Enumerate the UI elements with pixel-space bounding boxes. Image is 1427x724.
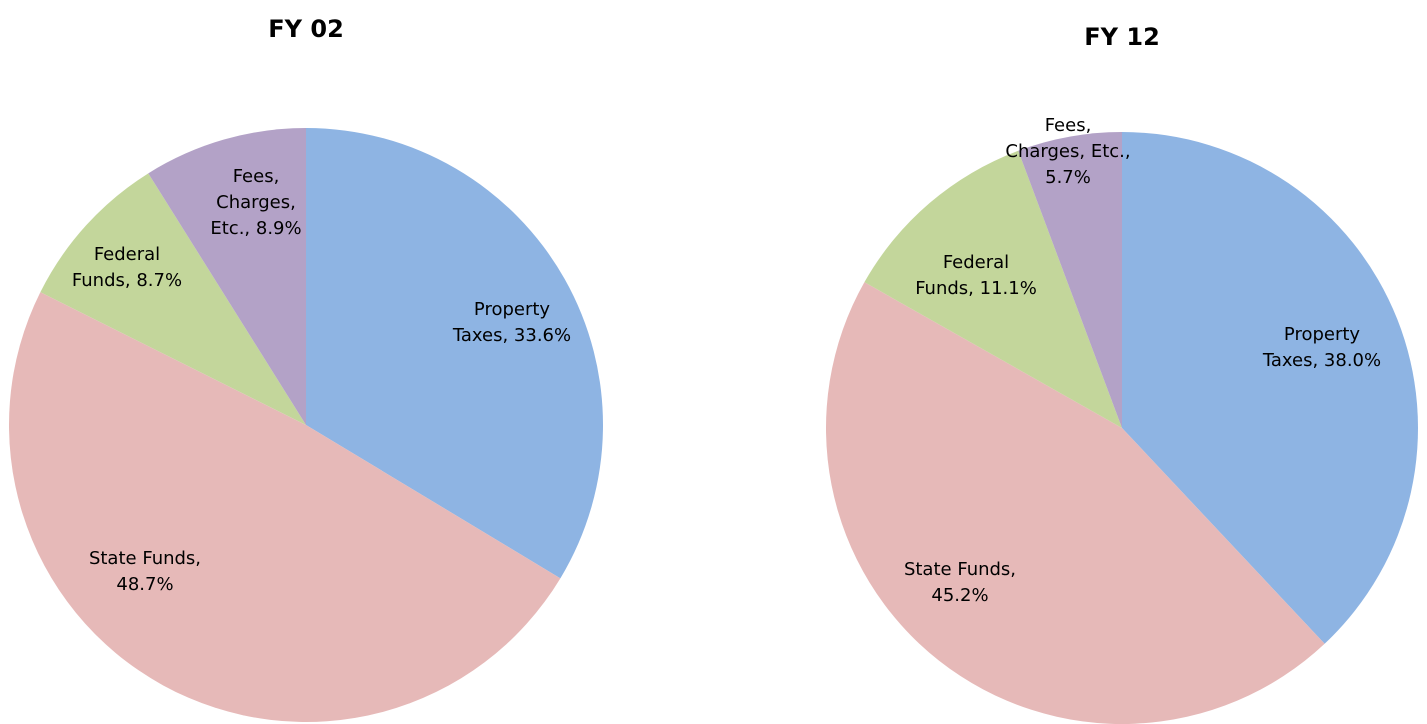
data-label: Fees, Charges, Etc., 8.9% (210, 166, 301, 239)
label-line: Taxes, 38.0% (1262, 350, 1381, 371)
pie-slice: Federal Funds (864, 150, 1122, 428)
pie-slice: Federal Funds (40, 173, 307, 425)
label-line: Federal (94, 244, 160, 265)
label-line: Etc., 8.9% (210, 218, 301, 239)
data-label: Property Taxes, 33.6% (452, 299, 571, 346)
chart-title: FY 12 (1084, 23, 1160, 51)
label-line: Funds, 8.7% (72, 270, 182, 291)
label-line: 5.7% (1045, 167, 1091, 188)
pie-slice: State Funds (826, 282, 1325, 724)
pie-slice: Fees, Charges, Etc. (1018, 132, 1122, 428)
pie-slice: Fees, Charges, Etc. (148, 128, 306, 425)
label-line: State Funds, (89, 548, 201, 569)
data-label: Federal Funds, 11.1% (915, 252, 1037, 299)
data-label: Federal Funds, 8.7% (72, 244, 182, 291)
pie-slice: Property Taxes (306, 128, 603, 579)
label-line: Funds, 11.1% (915, 278, 1037, 299)
data-label: State Funds, 48.7% (89, 548, 201, 595)
pie-slice: State Funds (9, 292, 561, 722)
pie-slice: Property Taxes (1122, 132, 1419, 644)
label-line: 48.7% (116, 574, 173, 595)
label-line: State Funds, (904, 559, 1016, 580)
label-line: Charges, (216, 192, 296, 213)
label-line: Federal (943, 252, 1009, 273)
data-label: Fees, Charges, Etc., 5.7% (1005, 115, 1130, 188)
label-line: Property (474, 299, 551, 320)
label-line: Fees, (233, 166, 280, 187)
label-line: Charges, Etc., (1005, 141, 1130, 162)
data-label: State Funds, 45.2% (904, 559, 1016, 606)
data-label: Property Taxes, 38.0% (1262, 324, 1381, 371)
label-line: Fees, (1045, 115, 1092, 136)
chart-title: FY 02 (268, 15, 344, 43)
label-line: Taxes, 33.6% (452, 325, 571, 346)
label-line: 45.2% (931, 585, 988, 606)
label-line: Property (1284, 324, 1361, 345)
